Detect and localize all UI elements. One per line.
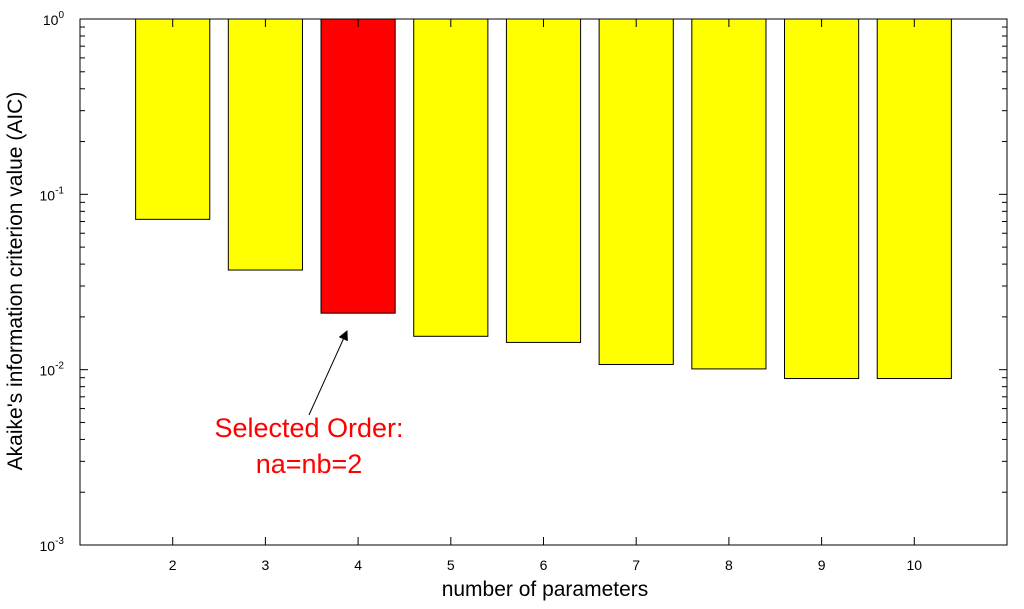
plot-frame xyxy=(79,18,1008,546)
bar-4 xyxy=(320,18,396,314)
bar-10 xyxy=(876,18,952,380)
bar-8 xyxy=(691,18,767,370)
minor-ticks xyxy=(80,19,1007,546)
bar-2 xyxy=(135,18,211,220)
x-tick-label: 10 xyxy=(907,557,923,573)
bar-3 xyxy=(227,18,303,271)
bar-9 xyxy=(784,18,860,380)
y-axis-title: Akaike's information criterion value (AI… xyxy=(4,92,27,471)
x-tick-label: 7 xyxy=(632,557,640,573)
bar-6 xyxy=(505,18,582,343)
x-tick-label: 5 xyxy=(447,557,455,573)
x-tick-label: 8 xyxy=(725,557,733,573)
bars-group xyxy=(135,18,952,380)
y-tick-label: 100 xyxy=(43,10,65,28)
x-tick-label: 3 xyxy=(262,557,270,573)
annotation-arrow xyxy=(308,330,348,416)
x-tick-labels: 2 3 4 5 6 7 8 9 10 xyxy=(169,557,922,573)
annotation-line-2: na=nb=2 xyxy=(256,449,363,479)
y-tick-label: 10-2 xyxy=(40,361,65,379)
x-tick-label: 9 xyxy=(818,557,826,573)
y-tick-label: 10-3 xyxy=(40,536,65,554)
y-tick-labels: 10-3 10-2 10-1 100 xyxy=(40,10,65,554)
annotation-line-1: Selected Order: xyxy=(214,413,403,443)
bar-5 xyxy=(413,18,489,337)
x-tick-label: 4 xyxy=(354,557,362,573)
x-tick-label: 6 xyxy=(540,557,548,573)
y-tick-label: 10-1 xyxy=(40,185,65,203)
x-axis-title: number of parameters xyxy=(442,578,649,601)
x-tick-label: 2 xyxy=(169,557,177,573)
bar-7 xyxy=(598,18,674,366)
